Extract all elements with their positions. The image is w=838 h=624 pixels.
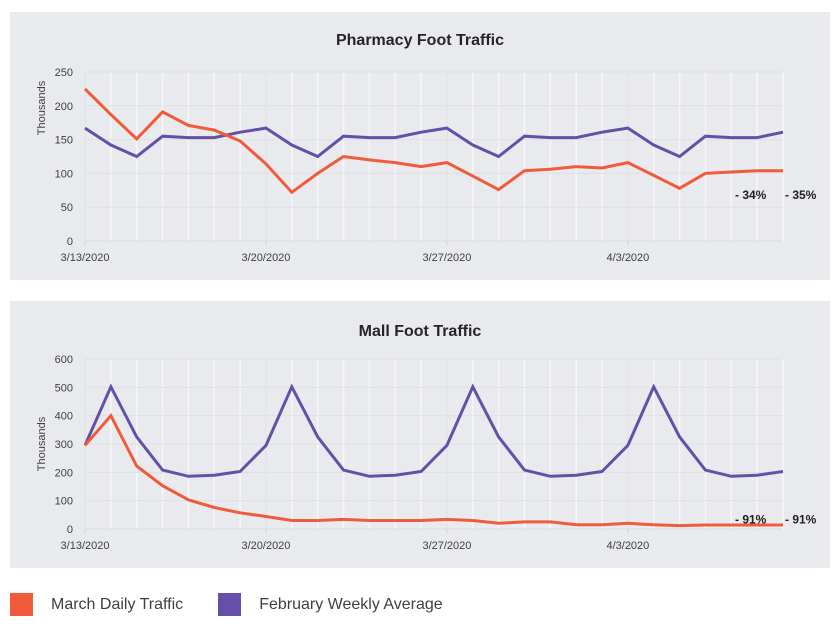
series-lines [83,87,784,195]
y-tick-label: 250 [55,67,73,79]
percent-change-annotation: - 91% [735,513,767,527]
series-line-march-daily-traffic [83,413,783,528]
mall-chart-panel: Mall Foot Traffic Thousands 0 100 200 300 40… [10,301,830,568]
y-tick-label: 400 [55,411,73,423]
legend-item-march: March Daily Traffic [10,593,183,616]
y-tick-label: 100 [55,168,73,180]
y-tick-label: 300 [55,439,73,451]
legend-swatch-february [218,593,242,616]
y-tick-label: 200 [55,467,73,479]
x-tick-label: 3/20/2020 [241,252,290,264]
y-tick-label: 50 [61,202,73,214]
grid [84,71,784,242]
y-tick-label: 600 [55,354,73,366]
legend-swatch-march [10,593,33,616]
series-line-february-weekly-average [84,126,784,159]
x-tick-label: 4/3/2020 [606,540,649,552]
series-line-february-weekly-average [83,383,784,478]
y-tick-label: 150 [55,135,73,147]
percent-change-annotation: - 34% [735,188,767,202]
y-tick-label: 500 [55,382,73,394]
y-axis-ticks: 0 100 200 300 400 500 600 [55,354,73,536]
x-tick-label: 3/27/2020 [422,540,471,552]
legend-label-march: March Daily Traffic [51,595,184,613]
x-tick-label: 3/20/2020 [241,540,290,552]
legend-label-february: February Weekly Average [259,595,443,613]
x-tick-label: 4/3/2020 [606,252,649,264]
y-tick-label: 200 [55,101,73,113]
pharmacy-foot-traffic-chart: Pharmacy Foot Traffic Thousands 0 50 100 15… [36,32,817,264]
series-lines [83,383,784,528]
x-axis-ticks: 3/13/2020 3/20/2020 3/27/2020 4/3/2020 [61,529,649,552]
x-tick-label: 3/13/2020 [61,252,110,264]
chart-title: Pharmacy Foot Traffic [336,32,504,49]
legend-item-february: February Weekly Average [218,593,443,616]
percent-change-annotation: - 91% [785,513,817,527]
y-axis-title: Thousands [36,80,48,135]
y-tick-label: 0 [67,236,73,248]
y-axis-ticks: 0 50 100 150 200 250 [55,67,73,248]
annotations: - 34% - 35% [735,188,817,202]
mall-foot-traffic-chart: Mall Foot Traffic Thousands 0 100 200 300 40… [36,323,817,552]
percent-change-annotation: - 35% [785,188,817,202]
y-axis-title: Thousands [36,416,48,471]
annotations: - 91% - 91% [735,513,817,527]
legend: March Daily Traffic February Weekly Aver… [10,593,478,616]
x-tick-label: 3/27/2020 [422,252,471,264]
x-tick-label: 3/13/2020 [61,540,110,552]
chart-title: Mall Foot Traffic [359,323,482,340]
y-tick-label: 100 [55,496,73,508]
x-axis-ticks: 3/13/2020 3/20/2020 3/27/2020 4/3/2020 [61,241,649,264]
series-line-march-daily-traffic [83,87,783,195]
y-tick-label: 0 [67,524,73,536]
pharmacy-chart-panel: Pharmacy Foot Traffic Thousands 0 50 100 15… [10,12,830,280]
grid [84,358,784,530]
